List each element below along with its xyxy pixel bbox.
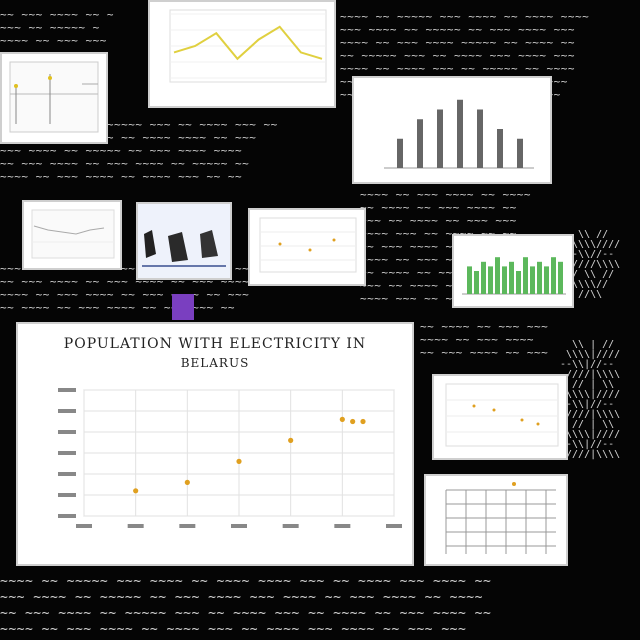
thumb-chart-mid-3 — [248, 208, 366, 286]
bar — [417, 119, 423, 168]
y-tick-mark — [58, 493, 76, 497]
bar — [516, 271, 521, 294]
bar — [544, 266, 549, 294]
thumb-image-mid-2 — [136, 202, 232, 280]
purple-accent-block — [172, 294, 194, 320]
bar — [397, 138, 403, 168]
noise-text-block: ~~~~ ~~ ~~~~~ ~~~ ~~~~ ~~ ~~~~ ~~~~ ~~~ … — [0, 574, 492, 637]
data-point — [288, 437, 294, 443]
thumb-chart-mid-1 — [22, 200, 122, 270]
x-tick-mark — [179, 524, 196, 528]
y-tick-mark — [58, 409, 76, 413]
main-chart-panel: POPULATION WITH ELECTRICITY IN BELARUS — [16, 322, 414, 566]
thumb-chart-top-left — [0, 52, 108, 144]
bar — [558, 261, 563, 294]
fern-decoration: \\ | // \\\\|//// --\\|//-- ////|\\\\ //… — [560, 340, 621, 460]
chart-title-line-2: BELARUS — [180, 356, 250, 370]
bar — [517, 138, 523, 168]
bar — [481, 261, 486, 294]
x-tick-mark — [282, 524, 299, 528]
data-point — [184, 479, 190, 485]
x-tick-mark — [76, 524, 92, 528]
y-tick-mark — [58, 430, 76, 434]
series-line — [173, 25, 323, 61]
thumb-scatter-right — [432, 374, 568, 460]
data-point — [360, 418, 366, 425]
bar — [474, 271, 479, 294]
data-point — [350, 418, 356, 425]
chart-title-line-1: POPULATION WITH ELECTRICITY IN — [63, 336, 367, 352]
bar — [497, 129, 503, 168]
y-tick-mark — [58, 451, 76, 455]
bar — [495, 257, 500, 294]
x-tick-mark — [386, 524, 402, 528]
bar — [509, 261, 514, 294]
bar — [523, 257, 528, 294]
noise-text-block: ~~ ~~~~ ~~~ ~~ ~~~~~ ~~~ ~~ ~~~~ ~~~ ~~ ~… — [0, 118, 278, 183]
thumb-line-chart — [148, 0, 336, 108]
bar — [530, 266, 535, 294]
bar — [537, 261, 542, 294]
data-point — [133, 488, 139, 494]
thumb-green-bar-chart — [452, 234, 574, 308]
data-point — [236, 458, 242, 464]
bar — [437, 109, 443, 168]
bar — [477, 109, 483, 168]
bar — [457, 99, 463, 168]
thumb-bar-chart — [352, 76, 552, 184]
bar — [551, 257, 556, 294]
y-tick-mark — [58, 472, 76, 476]
bar — [488, 266, 493, 294]
y-tick-mark — [58, 388, 76, 392]
x-tick-mark — [334, 524, 351, 528]
data-point — [339, 416, 345, 422]
thumb-table-right — [424, 474, 568, 566]
bar — [467, 266, 472, 294]
y-tick-mark — [58, 514, 76, 518]
noise-text-block: ~~ ~~~~ ~~ ~~~ ~~~ ~~~~ ~~ ~~~ ~~~~ ~~ ~~~… — [420, 320, 549, 359]
x-tick-mark — [127, 524, 144, 528]
x-tick-mark — [231, 524, 247, 528]
bar — [502, 266, 507, 294]
